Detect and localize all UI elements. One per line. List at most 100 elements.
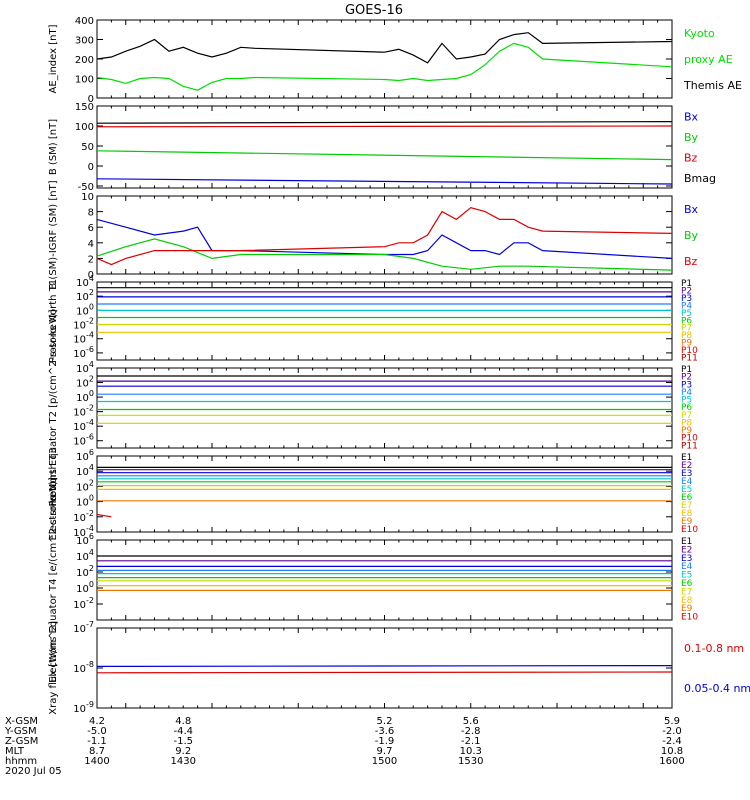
x-table-value: -2.4	[662, 736, 682, 747]
x-table-value: 4.8	[175, 716, 191, 727]
x-table-value: 1400	[84, 756, 109, 767]
y-tick-label: 10-2	[73, 404, 94, 419]
series-line-Bmag	[96, 121, 673, 124]
y-tick-label: 10-2	[73, 596, 94, 611]
panel-frame	[96, 195, 673, 275]
panel-frame	[96, 281, 673, 361]
y-tick-label: 8	[88, 208, 94, 219]
x-table-value: -1.1	[87, 736, 107, 747]
panel-8: 10-9 10-8 10-7 Xray flux [W/m^2] 0.1-0.8 nm 0…	[48, 620, 750, 715]
legend-entry: P6	[681, 316, 692, 326]
x-table-value: -1.9	[375, 736, 395, 747]
y-tick-label: 300	[75, 36, 94, 47]
legend-entry: P11	[681, 354, 698, 364]
y-tick-label: 10-2	[73, 509, 94, 524]
x-table-value: 10.8	[661, 746, 683, 757]
y-axis-label: B (SM) [nT]	[48, 119, 59, 175]
x-table-value: -2.8	[461, 726, 481, 737]
x-table-value: 8.7	[89, 746, 105, 757]
y-tick-label: 4	[88, 239, 94, 250]
legend-entry: P5	[681, 309, 692, 319]
legend-entry: P1	[681, 279, 692, 289]
legend-entry: P3	[681, 380, 692, 390]
panel-1: 0 100 200 300 400 AE_index [nT] Kyoto proxy AE T…	[48, 16, 742, 105]
legend-entry: P7	[681, 411, 692, 421]
x-table-value: 9.2	[175, 746, 191, 757]
y-axis-label: Electrons Equator T4 [e/(cm^2-s-sr-keV)]	[48, 477, 59, 683]
panel-frame	[96, 539, 673, 621]
legend-entry: E6	[681, 579, 693, 589]
y-tick-label: 100	[75, 75, 94, 86]
legend-entry: E7	[681, 587, 692, 597]
y-tick-label: 104	[76, 463, 94, 478]
x-table-row-label: MLT	[5, 746, 25, 757]
legend-entry: E7	[681, 501, 692, 511]
series-line-Bx	[96, 218, 673, 259]
legend-entry: Themis AE	[683, 79, 742, 92]
series-line-Bx	[96, 178, 673, 185]
x-table-value: -5.0	[87, 726, 107, 737]
x-table-value: 4.2	[89, 716, 105, 727]
legend-entry: P10	[681, 434, 698, 444]
y-axis-label: AE_index [nT]	[48, 24, 59, 93]
legend-entry: Bx	[684, 203, 699, 216]
legend-entry: E1	[681, 453, 692, 463]
x-table-value: -2.1	[461, 736, 481, 747]
x-table-value: 1530	[458, 756, 483, 767]
legend-entry: E2	[681, 461, 692, 471]
y-tick-label: 104	[76, 274, 94, 289]
panel-2: -50 0 50 100 150 B (SM) [nT] Bx By Bz Bmag	[48, 102, 716, 193]
series-line-0-1-0-8-nm	[96, 671, 673, 674]
legend-entry: E8	[681, 509, 693, 519]
legend-entry: By	[684, 131, 699, 144]
legend-entry: P9	[681, 426, 692, 436]
x-table-value: 9.7	[377, 746, 393, 757]
y-tick-label: 10-6	[73, 433, 94, 448]
legend-entry: E5	[681, 485, 692, 495]
legend-entry: P1	[681, 365, 692, 375]
x-table-value: -3.6	[375, 726, 395, 737]
y-tick-label: 104	[76, 360, 94, 375]
y-tick-label: 10-4	[73, 331, 94, 346]
legend-entry: P2	[681, 373, 692, 383]
legend-entry: E8	[681, 596, 693, 606]
y-tick-label: 102	[76, 478, 94, 493]
legend-entry: 0.05-0.4 nm	[684, 682, 750, 695]
panel-frame	[96, 105, 673, 189]
y-tick-label: 50	[81, 142, 94, 153]
legend-entry: E6	[681, 493, 693, 503]
x-table-value: -4.4	[173, 726, 193, 737]
legend-entry: P11	[681, 441, 698, 451]
legend-entry: E4	[681, 477, 693, 487]
y-axis-label: B (SM)-IGRF (SM) [nT]	[48, 180, 59, 289]
legend-entry: P4	[681, 388, 692, 398]
x-table-value: 10.3	[460, 746, 482, 757]
legend-entry: E4	[681, 562, 693, 572]
legend-entry: Bmag	[684, 172, 716, 185]
y-tick-label: 10-7	[73, 620, 94, 635]
y-tick-label: 400	[75, 16, 94, 27]
legend-entry: P7	[681, 324, 692, 334]
y-tick-label: 0	[88, 270, 94, 281]
legend-entry: proxy AE	[684, 53, 733, 66]
legend-entry: P5	[681, 396, 692, 406]
series-line-By	[96, 150, 673, 161]
legend-entry: P10	[681, 346, 698, 356]
y-tick-label: 100	[76, 580, 94, 595]
x-table-value: 5.2	[377, 716, 393, 727]
panel-frame	[96, 627, 673, 709]
x-axis-table: X-GSM 4.2 4.8 5.2 5.6 5.9 Y-GSM -5.0 -4.4 -3.6 -2.…	[4, 716, 685, 777]
legend-entry: P3	[681, 294, 692, 304]
y-tick-label: 100	[76, 389, 94, 404]
series-line-Kyoto-proxy-AE	[96, 42, 673, 91]
y-tick-label: 10-9	[73, 700, 94, 715]
y-tick-label: 10-4	[73, 418, 94, 433]
y-tick-label: 10	[81, 192, 94, 203]
series-line-Bz	[96, 125, 673, 128]
y-tick-label: 200	[75, 55, 94, 66]
